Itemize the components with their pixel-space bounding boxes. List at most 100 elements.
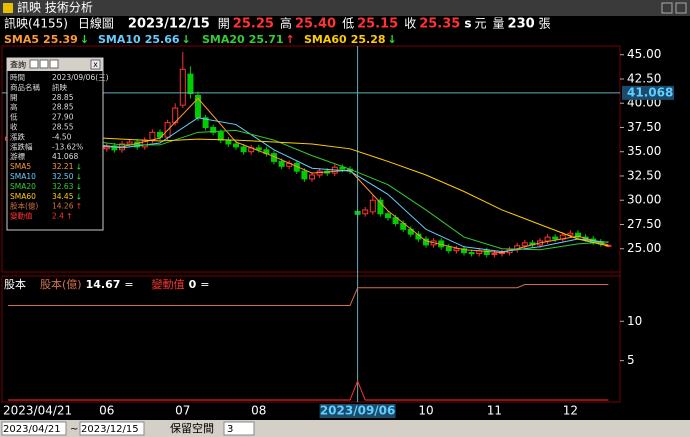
high-value: 25.40 <box>295 17 336 32</box>
legend-name: SMA20 <box>202 33 245 46</box>
candle-body <box>392 217 399 225</box>
info-label: 變動值 <box>10 211 33 221</box>
info-value: 32.21 <box>52 162 74 171</box>
close-label: 收 <box>404 17 416 31</box>
y-tick-label: 32.50 <box>627 168 661 182</box>
legend-marker: = <box>200 278 209 291</box>
capital-line <box>8 379 609 401</box>
close-value: 25.35 <box>419 17 460 32</box>
info-value: 32.63 <box>52 182 74 191</box>
candle-body <box>468 252 475 255</box>
legend-value: 25.28 <box>351 33 386 46</box>
legend-value: 25.39 <box>43 33 78 46</box>
candle-body <box>157 131 163 138</box>
maximize-button[interactable] <box>661 2 673 14</box>
to-date: 2023/12/15 <box>81 424 139 435</box>
info-value: -13.62% <box>52 142 83 151</box>
period: 日線圖 <box>78 16 114 31</box>
info-label: SMA20 <box>10 182 36 191</box>
legend-name: SMA60 <box>304 33 347 46</box>
candle-body <box>567 232 574 236</box>
legend-name: SMA10 <box>98 33 141 46</box>
to-date-input[interactable] <box>79 421 145 436</box>
title-bar <box>0 0 690 16</box>
y-tick-label: 10 <box>627 314 642 328</box>
info-trend: ↓ <box>75 163 82 172</box>
info-value: 34.45 <box>52 192 74 201</box>
low-value: 25.15 <box>357 17 398 32</box>
candle-body <box>491 253 498 256</box>
info-label: 時間 <box>10 73 25 82</box>
capital-line <box>8 284 609 307</box>
candle-body <box>461 248 467 254</box>
candle-body <box>385 213 391 219</box>
info-label: 游標 <box>10 151 25 161</box>
x-tick-label: 08 <box>251 404 266 418</box>
candle-body <box>483 250 490 256</box>
candle-body <box>369 199 376 213</box>
info-label: 開 <box>10 93 18 102</box>
candle-body <box>445 246 452 252</box>
candle-body <box>309 174 315 180</box>
panel-tool-button[interactable] <box>39 59 49 69</box>
info-value: 訊映 <box>52 82 67 92</box>
panel-tool-button[interactable] <box>29 59 39 69</box>
info-value: 28.85 <box>52 103 74 112</box>
x-tick-label: 2023/09/06 <box>320 404 396 418</box>
open-value: 25.25 <box>233 17 274 32</box>
volume-unit: 張 <box>539 17 551 31</box>
open-label: 開 <box>218 17 230 31</box>
info-value: 28.85 <box>52 93 74 102</box>
legend-name: 股本(億) <box>40 277 82 291</box>
sma-line <box>7 133 609 247</box>
reserve-value: 3 <box>227 424 233 435</box>
legend-trend: ↓ <box>80 33 89 46</box>
from-date-input[interactable] <box>1 421 67 436</box>
candle-body <box>225 139 232 145</box>
legend-value: 25.71 <box>249 33 284 46</box>
high-label: 高 <box>280 16 292 31</box>
info-trend: ↓ <box>75 173 82 182</box>
info-panel <box>6 57 104 231</box>
info-label: 漲跌幅 <box>10 141 33 151</box>
candle-body <box>179 68 186 106</box>
info-close-button[interactable] <box>90 59 101 70</box>
from-date: 2023/04/21 <box>3 424 61 435</box>
y-tick-label: 37.50 <box>627 120 661 134</box>
reserve-input[interactable] <box>223 421 255 436</box>
x-tick-label: 11 <box>487 404 502 418</box>
volume-label: 量 <box>493 17 505 31</box>
symbol: 訊映(4155) <box>4 16 68 31</box>
candle-body <box>187 73 194 95</box>
info-panel-title: 查詢 <box>10 60 26 70</box>
sma-line <box>8 117 609 253</box>
info-trend: ↓ <box>75 182 82 191</box>
reserve-label: 保留空間 <box>170 421 214 435</box>
candle-body <box>233 143 239 148</box>
info-label: 股本(億) <box>10 201 38 211</box>
x-tick-label: 12 <box>563 404 578 418</box>
cursor-value-label: 41.068 <box>627 85 673 99</box>
footer-bar <box>0 420 690 437</box>
candle-body <box>278 160 285 167</box>
info-value: 27.90 <box>52 113 74 122</box>
tilde: ~ <box>70 424 78 435</box>
candle-body <box>149 131 156 141</box>
candle-body <box>339 166 346 170</box>
legend-value: 25.66 <box>145 33 180 46</box>
info-label: 商品名稱 <box>10 82 40 92</box>
legend-trend: ↑ <box>286 33 295 46</box>
volume-value: 230 <box>508 17 535 32</box>
info-close: x <box>93 60 98 69</box>
info-label: SMA60 <box>10 192 36 201</box>
info-value: 32.50 <box>52 172 74 181</box>
info-trend: ↑ <box>66 212 73 221</box>
candle-body <box>126 141 133 145</box>
info-value: 2.4 <box>52 212 64 221</box>
date: 2023/12/15 <box>128 17 210 32</box>
sma-line <box>7 129 609 251</box>
close-button[interactable] <box>675 2 687 14</box>
panel-tool-button[interactable] <box>49 59 59 69</box>
